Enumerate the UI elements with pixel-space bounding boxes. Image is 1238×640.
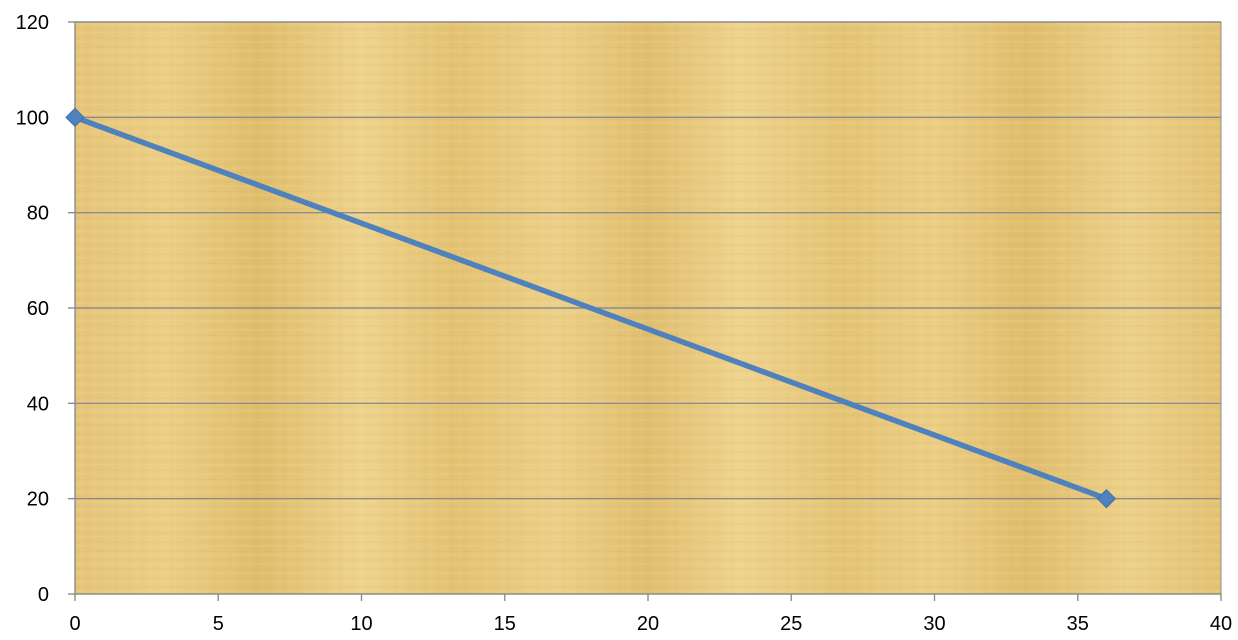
x-tick-label-10: 10 bbox=[350, 613, 372, 635]
y-axis-tick-labels: 0 20 40 60 80 100 120 bbox=[16, 12, 49, 606]
series-layer bbox=[65, 107, 1117, 509]
gridlines bbox=[75, 21, 1221, 500]
x-tick-label-30: 30 bbox=[923, 613, 945, 635]
x-tick-label-15: 15 bbox=[494, 613, 516, 635]
data-point-0-1 bbox=[1096, 488, 1117, 509]
x-axis-tick-labels: 0 5 10 15 20 25 30 35 40 bbox=[69, 613, 1232, 635]
x-tick-label-25: 25 bbox=[780, 613, 802, 635]
y-tick-label-120: 120 bbox=[16, 12, 49, 34]
x-tick-label-40: 40 bbox=[1210, 613, 1232, 635]
y-tick-label-100: 100 bbox=[16, 107, 49, 129]
x-tick-label-5: 5 bbox=[213, 613, 224, 635]
x-tick-label-35: 35 bbox=[1067, 613, 1089, 635]
series-line-0 bbox=[72, 114, 1110, 502]
y-tick-label-40: 40 bbox=[27, 393, 49, 415]
y-tick-label-80: 80 bbox=[27, 203, 49, 225]
x-tick-label-0: 0 bbox=[69, 613, 80, 635]
y-tick-label-0: 0 bbox=[38, 584, 49, 606]
x-tick-label-20: 20 bbox=[637, 613, 659, 635]
y-tick-label-20: 20 bbox=[27, 489, 49, 511]
data-point-0-0 bbox=[65, 107, 85, 128]
y-tick-label-60: 60 bbox=[27, 298, 49, 320]
